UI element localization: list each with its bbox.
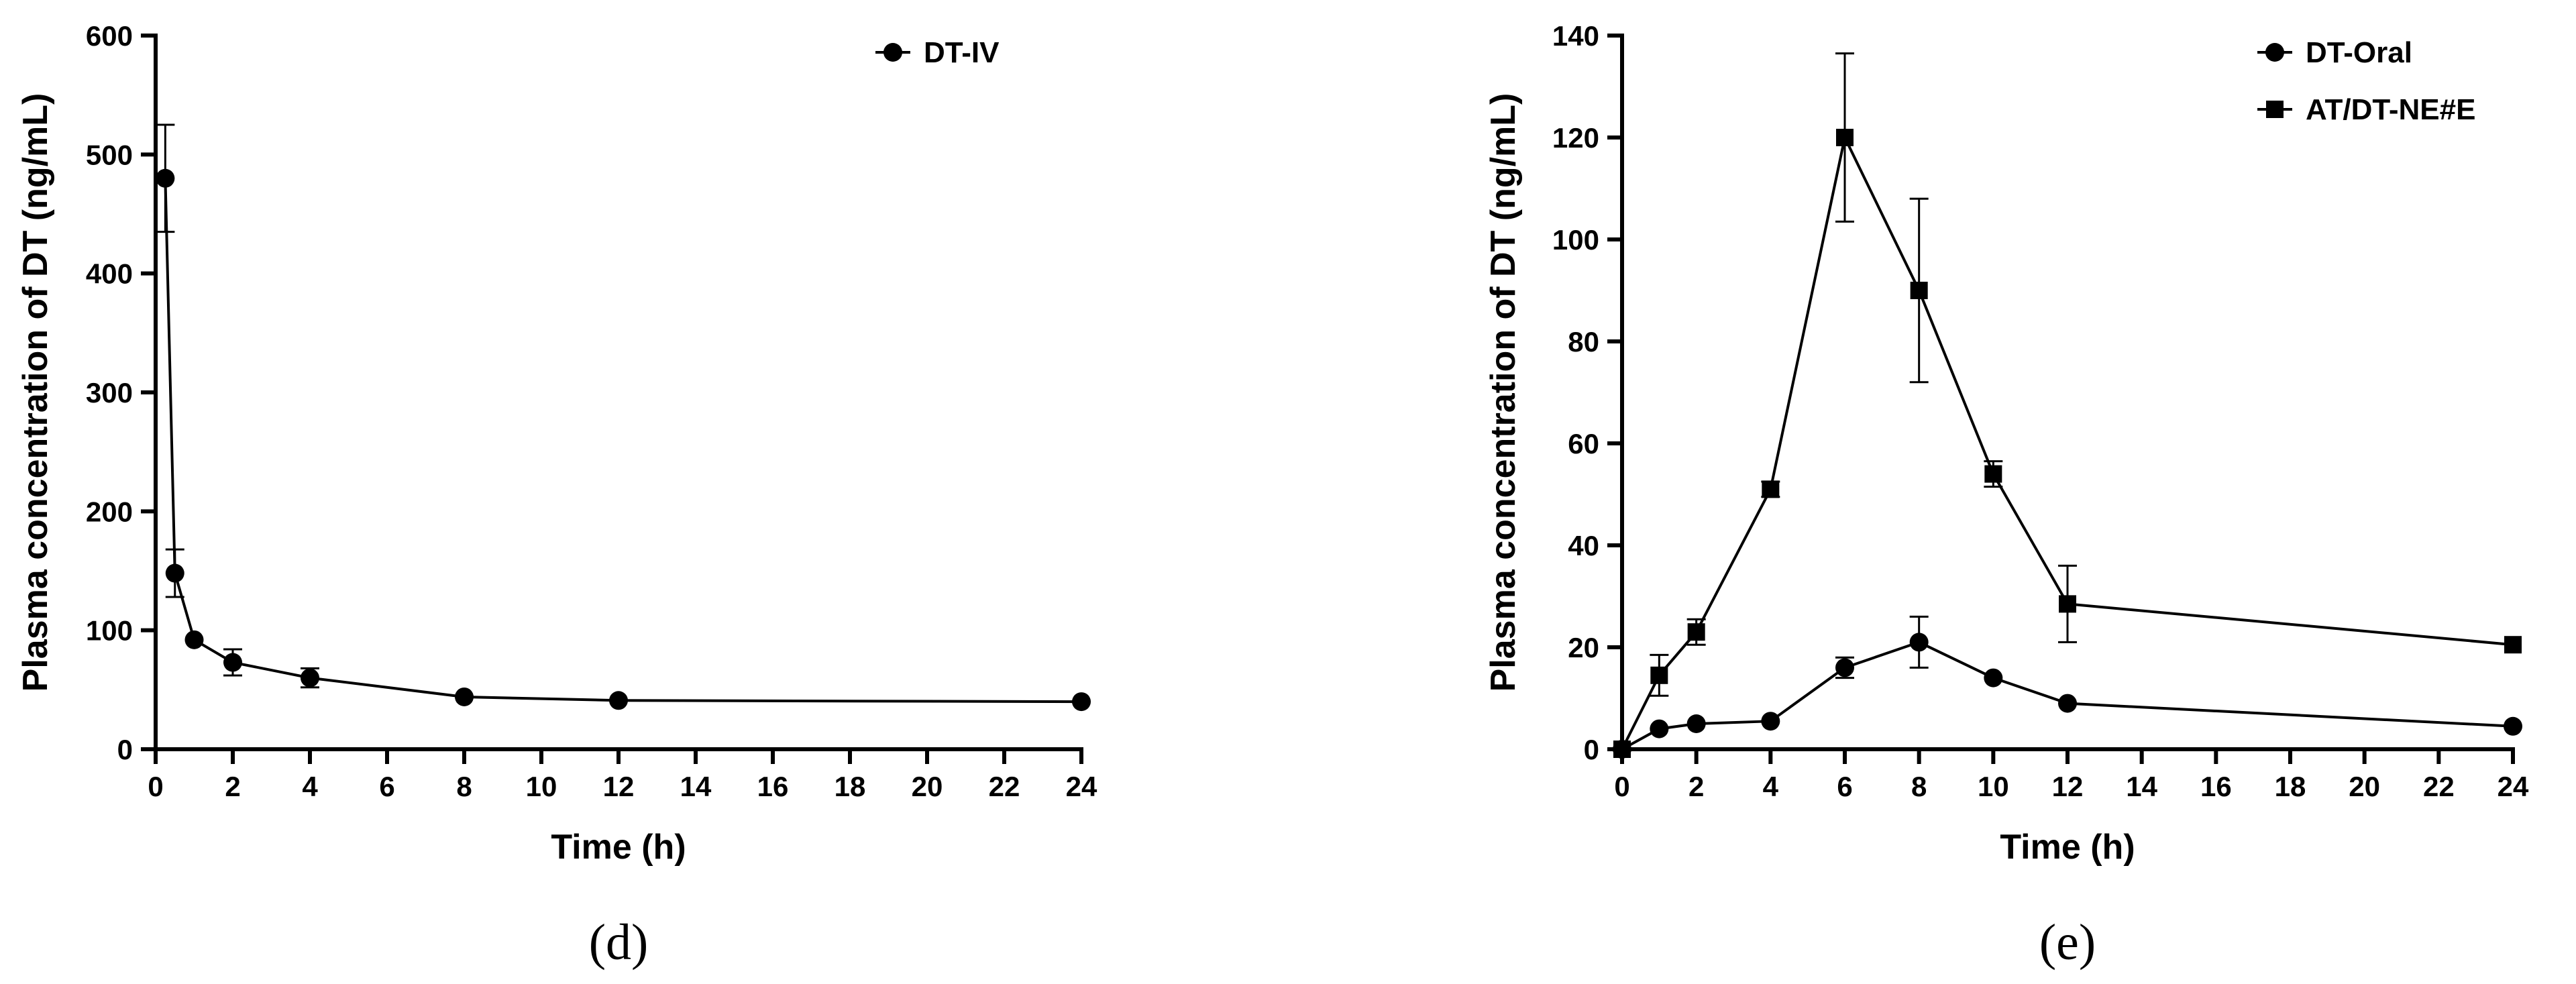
series-DT-IV [156,123,1091,712]
data-point [165,563,184,583]
data-point [1984,465,2002,483]
y-axis-title: Plasma concentration of DT (ng/mL) [1484,93,1523,692]
chart-panel-1: 0 2 4 6 8 10 12 14 16 18 20 22 24020406080100120140T… [1484,20,2529,971]
y-tick-label: 0 [1584,734,1599,765]
data-point [1984,668,2003,688]
data-point [301,668,319,688]
y-tick-label: 80 [1568,326,1599,358]
x-tick-label: 6 [1837,771,1852,802]
data-point [1650,666,1668,684]
x-axis-title: Time (h) [551,828,686,867]
legend-entry: DT-Oral [2257,36,2412,69]
legend-label: DT-Oral [2306,36,2412,69]
data-point [1909,633,1929,652]
data-point [1761,712,1780,731]
y-tick-label: 60 [1568,428,1599,459]
series-line [1621,133,2514,750]
series-line [164,178,1082,704]
x-tick-label: 20 [912,771,943,802]
data-point [1686,714,1706,733]
data-point [1835,658,1854,677]
x-tick-label: 24 [1066,771,1097,802]
data-point [2059,595,2076,613]
y-axis-title: Plasma concentration of DT (ng/mL) [16,93,55,692]
x-tick-label: 16 [757,771,789,802]
data-point [184,630,204,649]
y-tick-label: 300 [86,377,133,408]
legend-marker [883,43,902,62]
data-point [1072,692,1091,712]
x-tick-label: 2 [225,771,240,802]
panel-label: (d) [589,914,649,971]
x-tick-label: 20 [2349,771,2380,802]
data-point [1613,741,1631,758]
y-tick-label: 500 [86,139,133,170]
chart-panel-0: 0 2 4 6 8 10 12 14 16 18 20 22 240100200300400500600… [16,20,1097,971]
data-point [223,653,242,672]
data-point [2058,694,2077,713]
y-tick-label: 100 [86,615,133,647]
data-point [2504,716,2522,736]
y-tick-label: 40 [1568,530,1599,561]
data-point [156,168,175,188]
x-tick-label: 16 [2200,771,2232,802]
x-tick-label: 14 [2126,771,2157,802]
x-tick-label: 12 [603,771,635,802]
data-point [1836,129,1854,146]
x-tick-label: 22 [989,771,1020,802]
x-tick-label: 24 [2498,771,2529,802]
y-tick-label: 140 [1552,20,1599,52]
y-tick-label: 200 [86,496,133,527]
legend-marker [2266,101,2284,118]
series-DT-Oral [1613,615,2522,759]
data-point [455,687,474,706]
series-AT/DT-NE#E [1613,52,2522,758]
legend-label: AT/DT-NE#E [2306,93,2475,126]
x-tick-label: 12 [2052,771,2084,802]
data-point [1910,282,1928,299]
x-tick-label: 18 [835,771,866,802]
x-tick-label: 0 [1614,771,1629,802]
data-point [1650,719,1669,739]
x-tick-label: 6 [379,771,394,802]
legend-entry: AT/DT-NE#E [2257,93,2475,126]
y-tick-label: 400 [86,258,133,290]
y-tick-label: 600 [86,20,133,52]
y-tick-label: 100 [1552,224,1599,256]
legend-entry: DT-IV [875,36,1000,69]
y-tick-label: 20 [1568,632,1599,663]
x-tick-label: 4 [1763,771,1779,802]
x-tick-label: 22 [2423,771,2455,802]
x-tick-label: 0 [148,771,163,802]
legend-marker [2265,43,2284,62]
x-tick-label: 4 [302,771,318,802]
y-tick-label: 120 [1552,122,1599,154]
data-point [609,691,628,710]
x-tick-label: 2 [1688,771,1704,802]
legend-label: DT-IV [924,36,1000,69]
panel-label: (e) [2039,914,2096,971]
data-point [2504,636,2522,654]
x-axis-title: Time (h) [2000,828,2135,867]
x-tick-label: 10 [526,771,557,802]
data-point [1762,480,1780,498]
x-tick-label: 8 [1911,771,1927,802]
data-point [1687,623,1705,641]
y-tick-label: 0 [117,734,133,765]
x-tick-label: 14 [680,771,712,802]
x-tick-label: 8 [456,771,472,802]
x-tick-label: 18 [2275,771,2306,802]
x-tick-label: 10 [1978,771,2009,802]
